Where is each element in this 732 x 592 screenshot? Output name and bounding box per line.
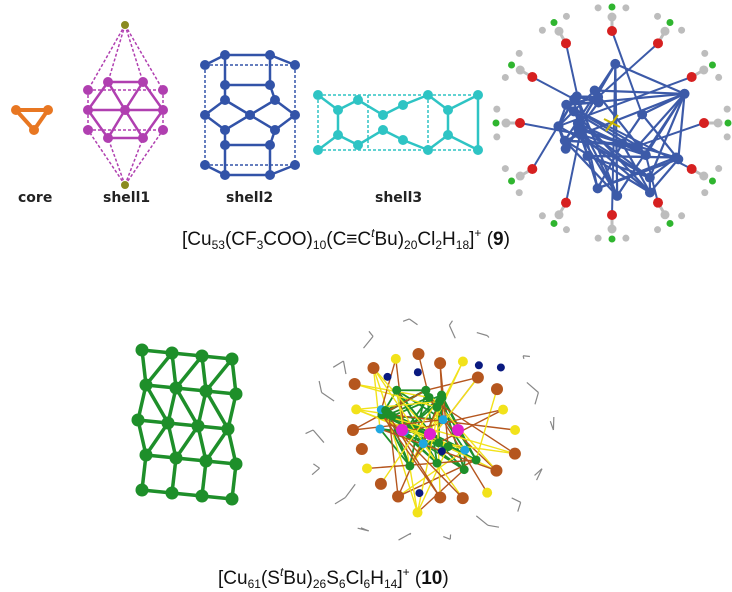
- core-triangle-graphic: [11, 105, 53, 135]
- core-label: core: [18, 190, 53, 206]
- cluster-9-full-structure-graphic: [492, 3, 732, 243]
- formula-cluster-10: [Cu61(StBu)26S6Cl6H14]+ (10): [218, 565, 449, 591]
- formula-cluster-9: [Cu53(CF3COO)10(C≡CtBu)20Cl2H18]+ (9): [182, 226, 510, 252]
- cu61-core-cage-graphic: [131, 343, 243, 506]
- shell1-icosahedron-graphic: [83, 21, 168, 189]
- shell2-cage-graphic: [200, 50, 300, 180]
- shell2-label: shell2: [226, 190, 274, 206]
- shell3-label: shell3: [375, 190, 423, 206]
- shell1-label: shell1: [103, 190, 151, 206]
- shell3-ring-graphic: [313, 90, 483, 155]
- cluster-10-full-structure-graphic: [305, 318, 555, 541]
